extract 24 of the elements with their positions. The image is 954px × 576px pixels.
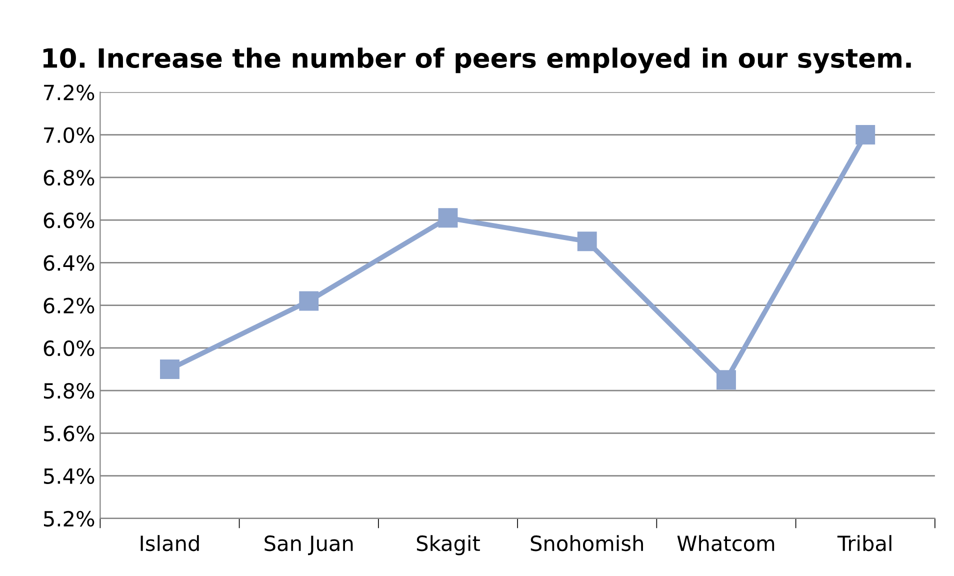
chart-title: 10. Increase the number of peers employed in our system. [43, 48, 911, 74]
x-tick-label: Island [140, 535, 199, 552]
point [438, 208, 458, 228]
y-tick-label: 5.4% [44, 468, 94, 484]
y-tick-label: 6.4% [44, 255, 94, 271]
y-tick-label: 5.6% [44, 426, 94, 442]
point [856, 125, 876, 145]
y-tick-label: 5.2% [44, 510, 94, 527]
x-tick-label: Whatcom [677, 535, 774, 552]
y-tick-label: 5.8% [44, 382, 94, 399]
point [577, 232, 597, 252]
x-tick-label: Skagit [416, 535, 480, 556]
point [160, 359, 180, 379]
y-tick-label: 6.8% [44, 170, 94, 186]
x-tick-label: Snohomish [530, 535, 643, 552]
y-tick-label: 7.0% [44, 127, 94, 143]
point [299, 291, 319, 311]
y-tick-label: 7.2% [44, 84, 94, 100]
x-tick-label: Tribal [837, 535, 892, 552]
y-tick-label: 6.6% [44, 212, 94, 228]
point [716, 370, 736, 390]
y-tick-label: 6.2% [44, 298, 94, 314]
x-tick-label: San Juan [264, 535, 353, 556]
y-tick-label: 6.0% [44, 340, 94, 356]
